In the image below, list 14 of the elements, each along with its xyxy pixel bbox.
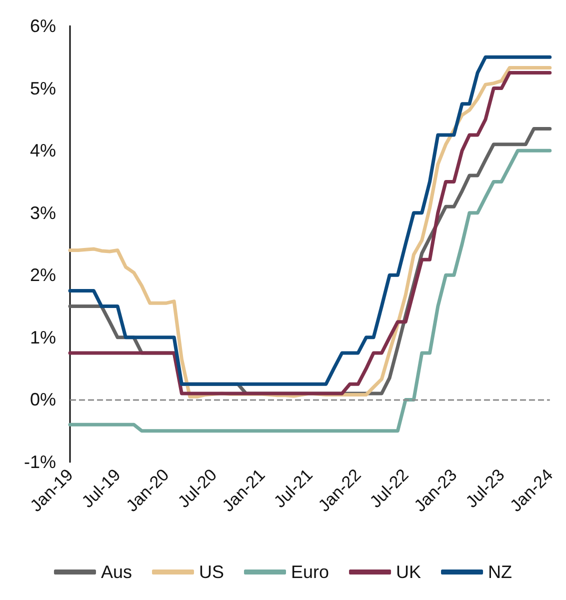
legend-label: Aus xyxy=(100,562,132,582)
line-series xyxy=(68,148,552,433)
y-tick-label: 6% xyxy=(30,16,56,36)
legend-label: NZ xyxy=(488,562,512,582)
y-tick-label: 4% xyxy=(30,140,56,161)
y-tick-label: 2% xyxy=(30,265,56,286)
y-tick-label: 1% xyxy=(30,327,56,348)
legend-label: Euro xyxy=(291,562,330,582)
y-tick-label: -1% xyxy=(24,452,56,472)
y-tick-label: 3% xyxy=(30,202,56,223)
legend-label: UK xyxy=(396,562,422,582)
y-tick-label: 5% xyxy=(30,78,56,98)
y-tick-label: 0% xyxy=(30,390,56,410)
legend-label: US xyxy=(198,562,224,582)
